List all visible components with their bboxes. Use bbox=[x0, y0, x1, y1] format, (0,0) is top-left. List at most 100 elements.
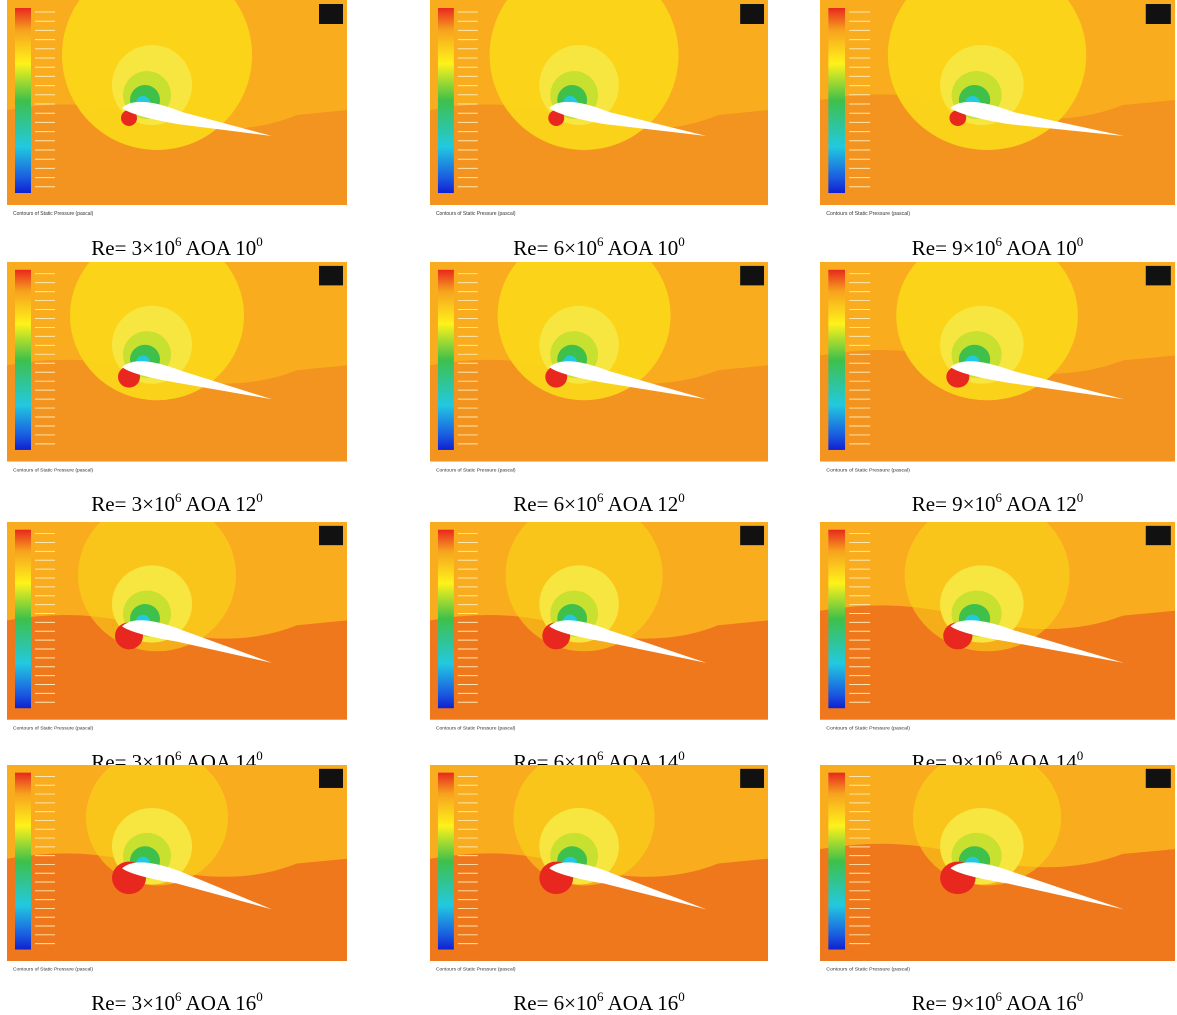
angle-exponent: 0 bbox=[1077, 234, 1084, 249]
contour-image: Contours of Static Pressure (pascal) bbox=[430, 522, 768, 742]
reynolds: Re= 9×10 bbox=[912, 991, 996, 1015]
reynolds: Re= 3×10 bbox=[91, 492, 175, 516]
contour-panel: Contours of Static Pressure (pascal) bbox=[820, 522, 1175, 742]
reynolds-exponent: 6 bbox=[175, 490, 182, 505]
reynolds: Re= 9×10 bbox=[912, 236, 996, 260]
angle-exponent: 0 bbox=[1077, 748, 1084, 763]
colorbar bbox=[15, 8, 31, 193]
reynolds-exponent: 6 bbox=[996, 234, 1003, 249]
logo-box bbox=[1146, 266, 1171, 285]
reynolds-exponent: 6 bbox=[597, 989, 604, 1004]
contour-image: Contours of Static Pressure (pascal) bbox=[820, 0, 1175, 228]
angle-exponent: 0 bbox=[678, 989, 685, 1004]
reynolds: Re= 6×10 bbox=[513, 236, 597, 260]
colorbar bbox=[828, 270, 845, 450]
colorbar bbox=[438, 270, 454, 450]
colorbar bbox=[15, 270, 31, 450]
panel-footer: Contours of Static Pressure (pascal) bbox=[826, 726, 910, 732]
logo-box bbox=[319, 769, 343, 788]
contour-panel: Contours of Static Pressure (pascal) bbox=[820, 262, 1175, 484]
panel-footer: Contours of Static Pressure (pascal) bbox=[13, 726, 94, 732]
angle-of-attack: AOA 16 bbox=[1006, 991, 1077, 1015]
logo-box bbox=[1146, 526, 1171, 545]
reynolds: Re= 6×10 bbox=[513, 991, 597, 1015]
angle-of-attack: AOA 10 bbox=[186, 236, 257, 260]
angle-exponent: 0 bbox=[256, 989, 263, 1004]
caption: Re= 9×106 AOA 120 bbox=[820, 492, 1175, 516]
reynolds-exponent: 6 bbox=[175, 748, 182, 763]
contour-image: Contours of Static Pressure (pascal) bbox=[7, 522, 347, 742]
angle-of-attack: AOA 10 bbox=[1006, 236, 1077, 260]
contour-panel: Contours of Static Pressure (pascal) bbox=[430, 0, 768, 228]
colorbar bbox=[15, 530, 31, 709]
caption: Re= 9×106 AOA 160 bbox=[820, 991, 1175, 1015]
angle-exponent: 0 bbox=[256, 234, 263, 249]
logo-box bbox=[319, 4, 343, 24]
angle-of-attack: AOA 12 bbox=[186, 492, 257, 516]
logo-box bbox=[740, 769, 764, 788]
contour-panel: Contours of Static Pressure (pascal) bbox=[7, 0, 347, 228]
angle-exponent: 0 bbox=[678, 748, 685, 763]
panel-footer: Contours of Static Pressure (pascal) bbox=[826, 967, 910, 973]
contour-image: Contours of Static Pressure (pascal) bbox=[820, 522, 1175, 742]
reynolds-exponent: 6 bbox=[175, 234, 182, 249]
caption: Re= 6×106 AOA 120 bbox=[430, 492, 768, 516]
contour-panel: Contours of Static Pressure (pascal) bbox=[7, 765, 347, 983]
panel-footer: Contours of Static Pressure (pascal) bbox=[13, 967, 93, 973]
caption: Re= 9×106 AOA 100 bbox=[820, 236, 1175, 260]
contour-image: Contours of Static Pressure (pascal) bbox=[430, 262, 768, 484]
contour-image: Contours of Static Pressure (pascal) bbox=[820, 765, 1175, 983]
contour-image: Contours of Static Pressure (pascal) bbox=[7, 0, 347, 228]
contour-panel: Contours of Static Pressure (pascal) bbox=[430, 522, 768, 742]
angle-exponent: 0 bbox=[1077, 490, 1084, 505]
contour-image: Contours of Static Pressure (pascal) bbox=[7, 765, 347, 983]
caption: Re= 3×106 AOA 100 bbox=[7, 236, 347, 260]
logo-box bbox=[319, 266, 343, 285]
caption: Re= 6×106 AOA 160 bbox=[430, 991, 768, 1015]
colorbar bbox=[438, 530, 454, 709]
contour-image: Contours of Static Pressure (pascal) bbox=[7, 262, 347, 484]
panel-footer: Contours of Static Pressure (pascal) bbox=[436, 726, 516, 732]
reynolds-exponent: 6 bbox=[597, 234, 604, 249]
reynolds-exponent: 6 bbox=[597, 748, 604, 763]
figure-page: {"figure": { "panel_footer": "Contours o… bbox=[0, 0, 1177, 1001]
reynolds-exponent: 6 bbox=[597, 490, 604, 505]
reynolds-exponent: 6 bbox=[996, 490, 1003, 505]
caption: Re= 3×106 AOA 160 bbox=[7, 991, 347, 1015]
contour-image: Contours of Static Pressure (pascal) bbox=[430, 0, 768, 228]
colorbar bbox=[828, 8, 845, 193]
contour-image: Contours of Static Pressure (pascal) bbox=[820, 262, 1175, 484]
reynolds: Re= 9×10 bbox=[912, 492, 996, 516]
panel-footer: Contours of Static Pressure (pascal) bbox=[13, 211, 94, 217]
contour-panel: Contours of Static Pressure (pascal) bbox=[430, 765, 768, 983]
colorbar bbox=[828, 530, 845, 709]
panel-footer: Contours of Static Pressure (pascal) bbox=[826, 467, 910, 473]
panel-footer: Contours of Static Pressure (pascal) bbox=[436, 967, 516, 973]
logo-box bbox=[740, 266, 764, 285]
panel-footer: Contours of Static Pressure (pascal) bbox=[826, 211, 910, 217]
reynolds: Re= 3×10 bbox=[91, 236, 175, 260]
colorbar bbox=[15, 773, 31, 950]
logo-box bbox=[1146, 769, 1171, 788]
panel-footer: Contours of Static Pressure (pascal) bbox=[436, 467, 516, 473]
contour-panel: Contours of Static Pressure (pascal) bbox=[7, 522, 347, 742]
logo-box bbox=[740, 4, 764, 24]
reynolds-exponent: 6 bbox=[175, 989, 182, 1004]
caption: Re= 6×106 AOA 100 bbox=[430, 236, 768, 260]
angle-of-attack: AOA 12 bbox=[608, 492, 679, 516]
reynolds: Re= 3×10 bbox=[91, 991, 175, 1015]
angle-exponent: 0 bbox=[678, 234, 685, 249]
colorbar bbox=[828, 773, 845, 950]
caption: Re= 3×106 AOA 120 bbox=[7, 492, 347, 516]
reynolds-exponent: 6 bbox=[996, 748, 1003, 763]
angle-of-attack: AOA 16 bbox=[186, 991, 257, 1015]
colorbar bbox=[438, 8, 454, 193]
colorbar bbox=[438, 773, 454, 950]
angle-of-attack: AOA 10 bbox=[608, 236, 679, 260]
reynolds-exponent: 6 bbox=[996, 989, 1003, 1004]
logo-box bbox=[1146, 4, 1171, 24]
reynolds: Re= 6×10 bbox=[513, 492, 597, 516]
contour-panel: Contours of Static Pressure (pascal) bbox=[430, 262, 768, 484]
angle-exponent: 0 bbox=[256, 748, 263, 763]
contour-panel: Contours of Static Pressure (pascal) bbox=[820, 765, 1175, 983]
